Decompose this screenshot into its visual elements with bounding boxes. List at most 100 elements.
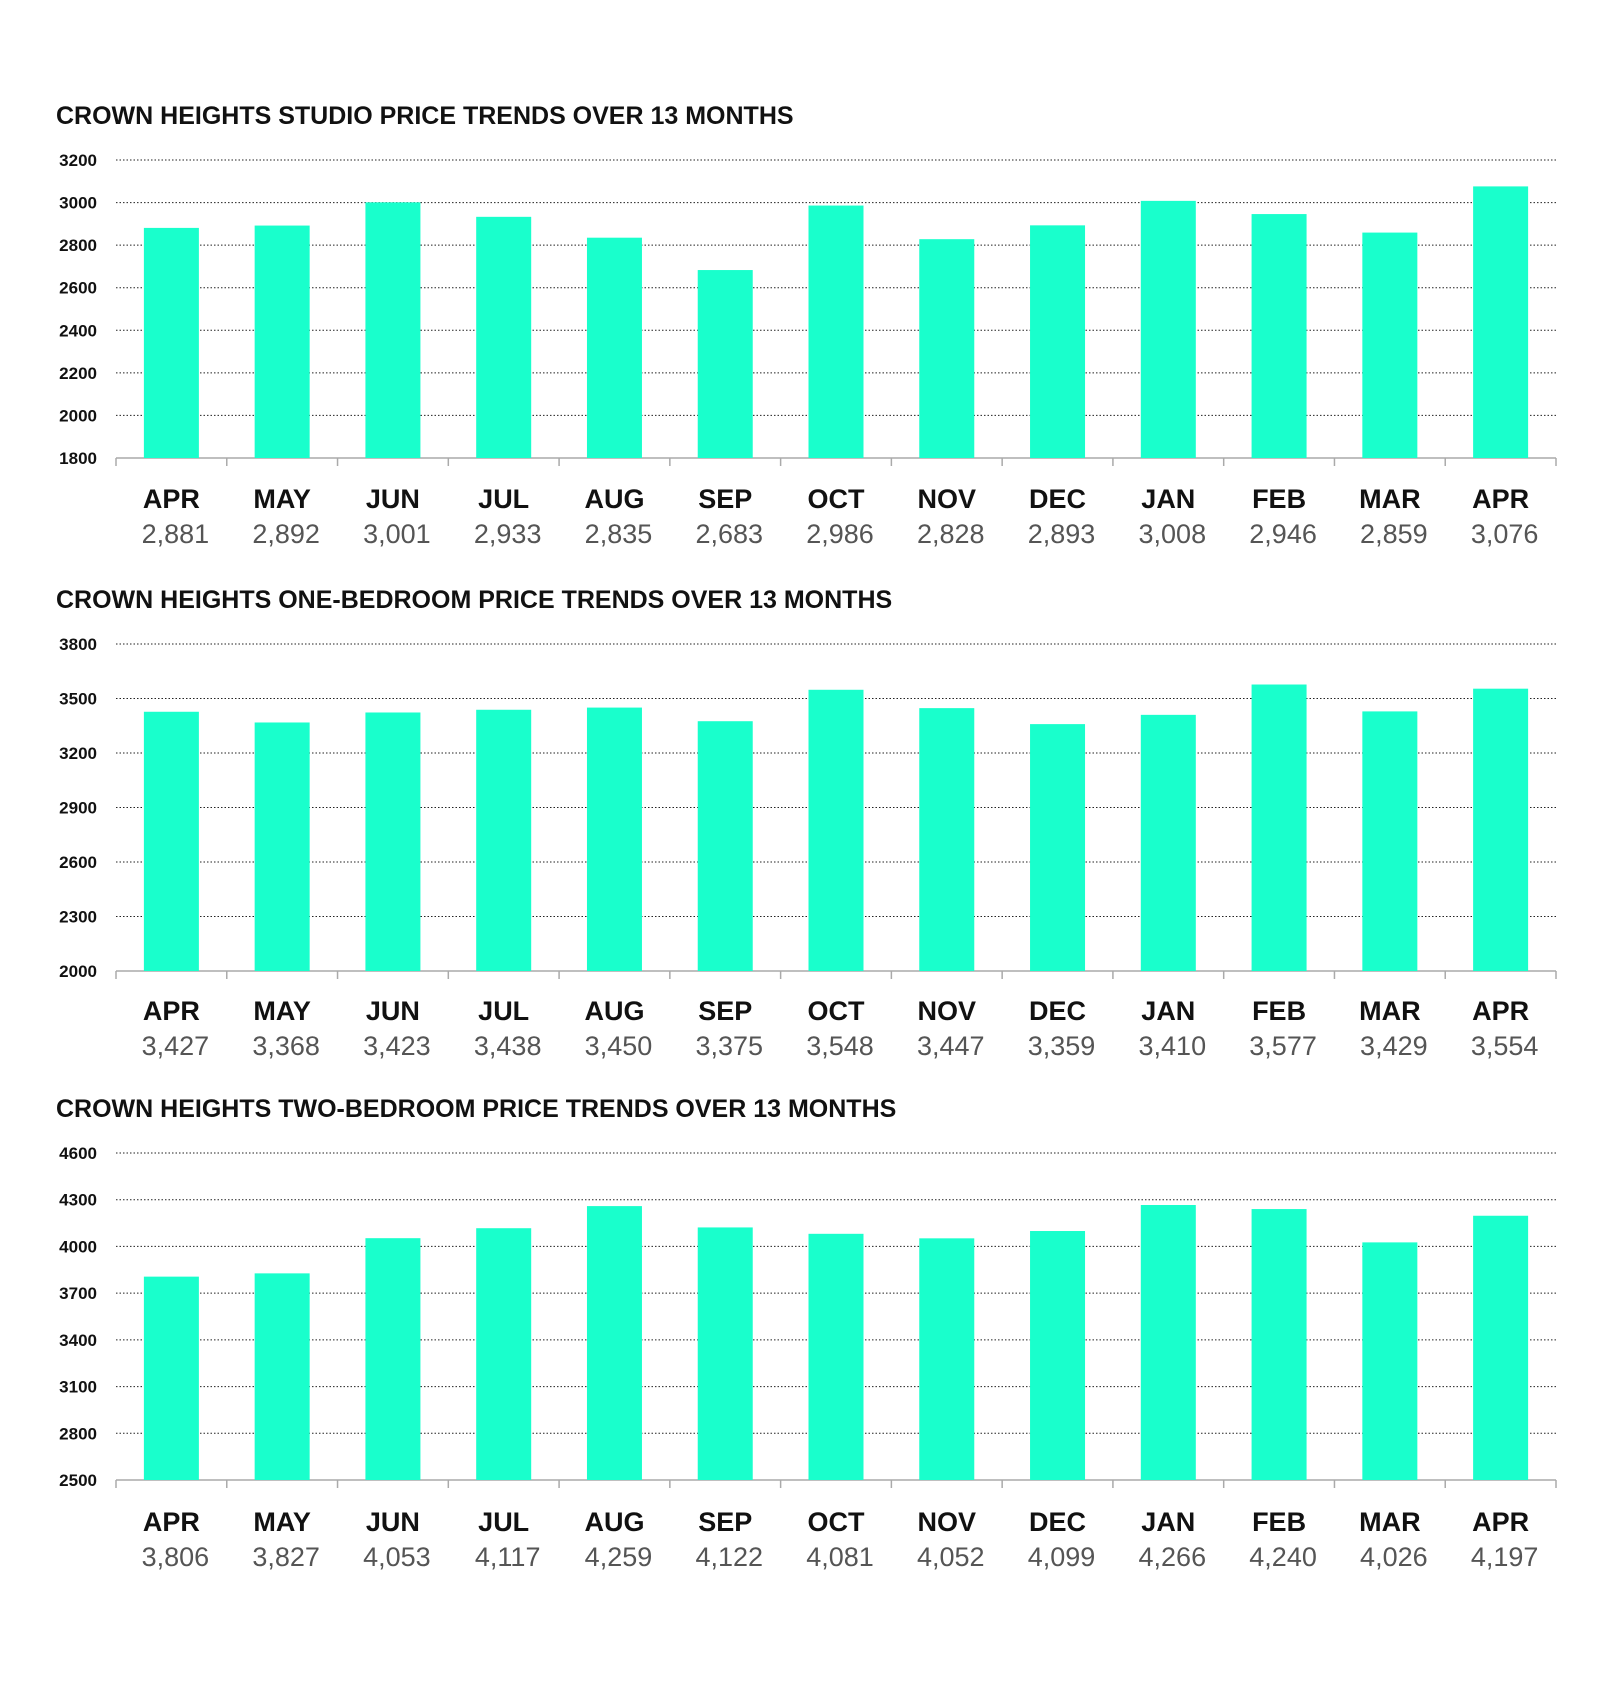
- y-tick-label: 2500: [59, 1471, 97, 1490]
- bar: [919, 1238, 975, 1480]
- y-tick-label: 3400: [59, 1331, 97, 1350]
- value-label: 2,892: [252, 519, 320, 549]
- x-category-label: DEC: [1029, 996, 1086, 1026]
- value-label: 2,893: [1028, 519, 1096, 549]
- x-category-label: OCT: [808, 484, 866, 514]
- bar: [808, 1233, 864, 1480]
- x-category-label: APR: [1472, 484, 1529, 514]
- chart-title: CROWN HEIGHTS ONE-BEDROOM PRICE TRENDS O…: [56, 586, 892, 614]
- y-tick-label: 2900: [59, 799, 97, 818]
- y-tick-label: 2400: [59, 321, 97, 340]
- x-category-label: APR: [143, 484, 200, 514]
- value-label: 3,429: [1360, 1031, 1428, 1061]
- y-tick-label: 2800: [59, 236, 97, 255]
- bar: [1140, 714, 1196, 971]
- bar: [1362, 1242, 1418, 1480]
- value-label: 3,375: [695, 1031, 763, 1061]
- bar: [254, 1273, 310, 1480]
- value-label: 3,806: [142, 1542, 210, 1572]
- value-label: 2,835: [585, 519, 653, 549]
- x-category-label: DEC: [1029, 484, 1086, 514]
- value-label: 2,946: [1249, 519, 1317, 549]
- bar: [476, 1228, 532, 1480]
- x-category-label: MAR: [1359, 996, 1421, 1026]
- bar: [1362, 711, 1418, 971]
- y-tick-label: 3200: [59, 151, 97, 170]
- bar: [1030, 724, 1086, 971]
- x-category-label: JUN: [366, 1507, 420, 1537]
- x-category-label: MAY: [253, 996, 311, 1026]
- bar: [919, 239, 975, 458]
- bar: [697, 1227, 753, 1480]
- y-tick-label: 2200: [59, 364, 97, 383]
- bar: [1251, 684, 1307, 971]
- y-tick-label: 4300: [59, 1191, 97, 1210]
- x-category-label: SEP: [698, 1507, 752, 1537]
- value-label: 4,052: [917, 1542, 985, 1572]
- bar: [254, 225, 310, 458]
- value-label: 4,122: [695, 1542, 763, 1572]
- value-label: 4,099: [1028, 1542, 1096, 1572]
- chart-title: CROWN HEIGHTS STUDIO PRICE TRENDS OVER 1…: [56, 102, 794, 130]
- x-category-label: APR: [1472, 996, 1529, 1026]
- bar: [1473, 688, 1529, 971]
- x-category-label: JUN: [366, 484, 420, 514]
- bar: [365, 202, 421, 458]
- bar: [476, 709, 532, 971]
- value-label: 3,548: [806, 1031, 874, 1061]
- x-category-label: DEC: [1029, 1507, 1086, 1537]
- value-label: 3,450: [585, 1031, 653, 1061]
- y-tick-label: 1800: [59, 449, 97, 468]
- x-category-label: NOV: [918, 1507, 977, 1537]
- bar: [1251, 214, 1307, 458]
- x-category-label: NOV: [918, 996, 977, 1026]
- bar: [919, 708, 975, 971]
- bar: [697, 270, 753, 458]
- y-tick-label: 4000: [59, 1237, 97, 1256]
- value-label: 3,438: [474, 1031, 542, 1061]
- x-category-label: JAN: [1141, 996, 1195, 1026]
- y-tick-label: 2600: [59, 279, 97, 298]
- value-label: 3,410: [1139, 1031, 1207, 1061]
- chart-panel-2: CROWN HEIGHTS ONE-BEDROOM PRICE TRENDS O…: [56, 586, 1557, 1061]
- value-label: 3,359: [1028, 1031, 1096, 1061]
- value-label: 4,197: [1471, 1542, 1539, 1572]
- bar: [1473, 186, 1529, 458]
- bar: [143, 227, 199, 458]
- x-category-label: MAR: [1359, 484, 1421, 514]
- value-label: 2,683: [695, 519, 763, 549]
- y-tick-label: 4600: [59, 1144, 97, 1163]
- y-tick-label: 2600: [59, 853, 97, 872]
- bar: [1473, 1215, 1529, 1480]
- bar: [476, 216, 532, 458]
- y-tick-label: 3800: [59, 635, 97, 654]
- x-category-label: FEB: [1252, 1507, 1306, 1537]
- x-category-label: FEB: [1252, 996, 1306, 1026]
- bar: [143, 1276, 199, 1480]
- x-category-label: MAY: [253, 484, 311, 514]
- x-category-label: MAR: [1359, 1507, 1421, 1537]
- x-category-label: JAN: [1141, 484, 1195, 514]
- y-tick-label: 3500: [59, 690, 97, 709]
- bar: [1362, 232, 1418, 458]
- y-tick-label: 2800: [59, 1424, 97, 1443]
- value-label: 2,859: [1360, 519, 1428, 549]
- bar: [1140, 1205, 1196, 1480]
- bar: [808, 205, 864, 458]
- bar: [365, 1238, 421, 1480]
- x-category-label: APR: [143, 1507, 200, 1537]
- value-label: 3,368: [252, 1031, 320, 1061]
- x-category-label: SEP: [698, 484, 752, 514]
- value-label: 4,240: [1249, 1542, 1317, 1572]
- y-tick-label: 3700: [59, 1284, 97, 1303]
- x-category-label: AUG: [584, 996, 644, 1026]
- value-label: 3,427: [142, 1031, 210, 1061]
- x-category-label: MAY: [253, 1507, 311, 1537]
- y-tick-label: 3200: [59, 744, 97, 763]
- y-tick-label: 3100: [59, 1378, 97, 1397]
- x-category-label: NOV: [918, 484, 977, 514]
- y-tick-label: 2000: [59, 406, 97, 425]
- bar: [254, 722, 310, 971]
- bar: [143, 711, 199, 971]
